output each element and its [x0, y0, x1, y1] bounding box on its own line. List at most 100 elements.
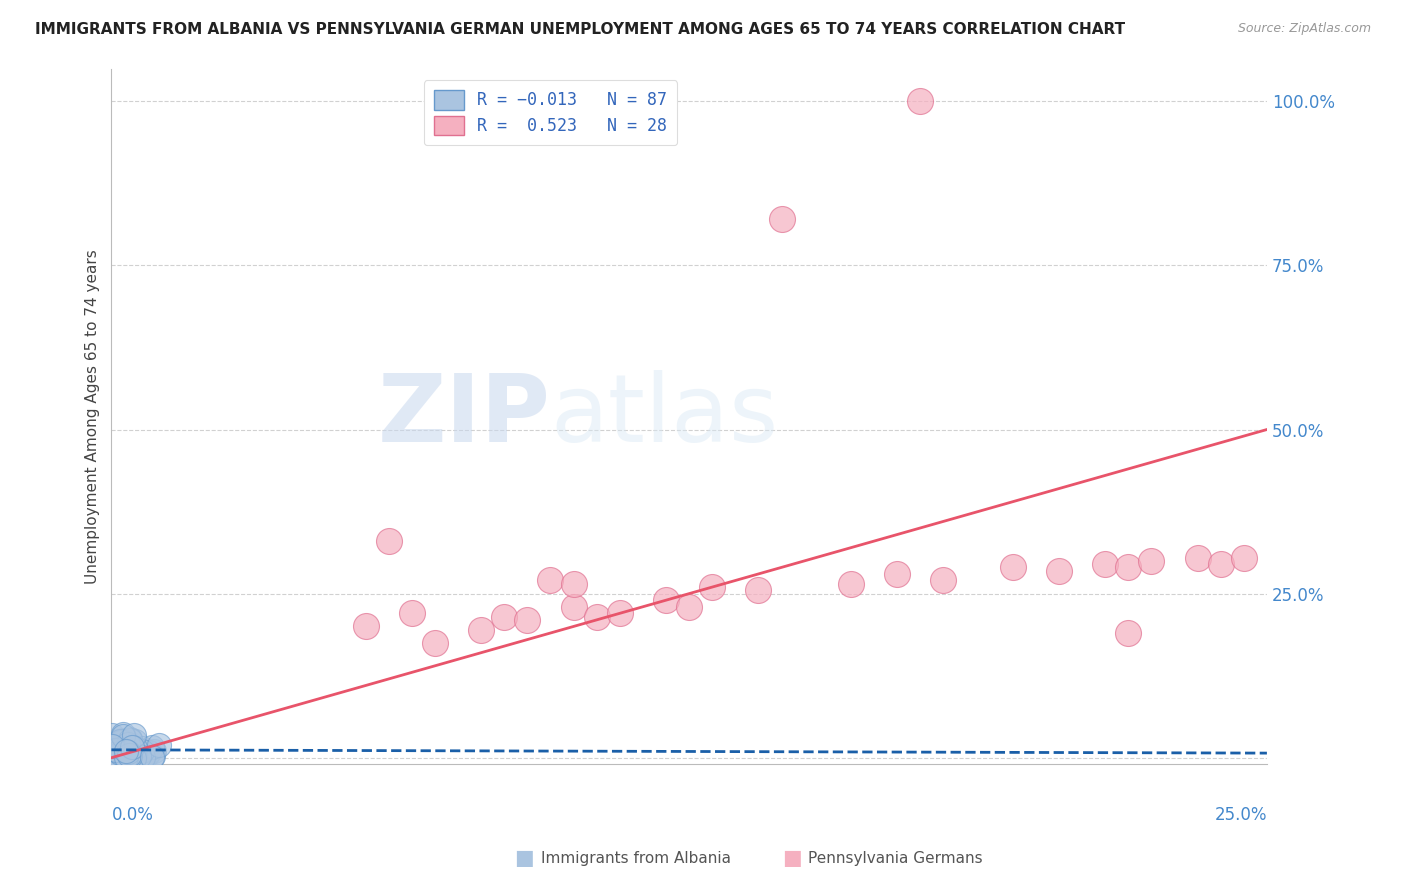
Point [1140, 554, 1163, 568]
Point [111, 733, 134, 747]
Point [110, 741, 132, 756]
Point [117, 743, 139, 757]
Point [107, 747, 129, 762]
Point [134, 747, 156, 762]
Text: IMMIGRANTS FROM ALBANIA VS PENNSYLVANIA GERMAN UNEMPLOYMENT AMONG AGES 65 TO 74 : IMMIGRANTS FROM ALBANIA VS PENNSYLVANIA … [35, 22, 1125, 37]
Point [120, 732, 142, 747]
Point [107, 741, 129, 756]
Point [111, 747, 134, 762]
Point [122, 747, 145, 761]
Point [107, 750, 129, 764]
Point [377, 534, 399, 549]
Point [135, 748, 157, 763]
Point [124, 741, 146, 756]
Point [134, 747, 156, 761]
Point [111, 729, 134, 743]
Point [110, 749, 132, 764]
Point [141, 749, 163, 764]
Point [839, 576, 862, 591]
Point [702, 580, 724, 594]
Point [562, 599, 585, 614]
Point [747, 583, 769, 598]
Text: ■: ■ [515, 848, 534, 868]
Point [105, 740, 128, 755]
Point [124, 733, 146, 747]
Point [112, 739, 135, 754]
Point [131, 741, 153, 756]
Point [122, 747, 145, 762]
Point [932, 574, 955, 588]
Point [111, 748, 134, 763]
Point [122, 750, 145, 764]
Point [118, 749, 141, 764]
Point [678, 599, 700, 614]
Point [1116, 560, 1139, 574]
Point [770, 212, 793, 227]
Point [103, 749, 125, 764]
Point [110, 746, 132, 760]
Point [107, 749, 129, 764]
Point [423, 636, 446, 650]
Point [111, 727, 134, 741]
Point [118, 747, 141, 762]
Point [141, 740, 163, 755]
Point [401, 607, 423, 621]
Point [132, 750, 155, 764]
Point [110, 733, 132, 747]
Text: atlas: atlas [551, 370, 779, 462]
Point [1116, 626, 1139, 640]
Text: 0.0%: 0.0% [111, 806, 153, 824]
Point [585, 609, 607, 624]
Point [115, 743, 138, 757]
Point [122, 747, 145, 761]
Point [110, 735, 132, 749]
Point [100, 750, 122, 764]
Point [115, 735, 138, 749]
Text: ZIP: ZIP [378, 370, 551, 462]
Point [107, 742, 129, 756]
Point [105, 743, 128, 757]
Point [117, 745, 139, 759]
Point [1094, 557, 1116, 571]
Point [118, 748, 141, 763]
Point [516, 613, 538, 627]
Point [114, 748, 136, 763]
Text: Pennsylvania Germans: Pennsylvania Germans [808, 851, 983, 865]
Point [117, 738, 139, 752]
Point [111, 747, 134, 762]
Point [1209, 557, 1232, 571]
Point [128, 748, 150, 763]
Text: ■: ■ [782, 848, 801, 868]
Point [114, 750, 136, 764]
Point [1001, 560, 1024, 574]
Point [354, 619, 377, 633]
Point [101, 742, 124, 756]
Point [117, 750, 139, 764]
Point [101, 739, 124, 753]
Point [104, 743, 127, 757]
Point [107, 745, 129, 759]
Point [120, 746, 142, 760]
Point [148, 738, 170, 752]
Point [110, 747, 132, 762]
Text: 25.0%: 25.0% [1215, 806, 1267, 824]
Point [142, 748, 165, 763]
Point [118, 746, 141, 760]
Point [117, 747, 139, 761]
Point [103, 747, 125, 761]
Point [124, 747, 146, 761]
Point [103, 747, 125, 761]
Point [120, 741, 142, 756]
Point [115, 749, 138, 764]
Point [494, 609, 516, 624]
Point [142, 744, 165, 758]
Point [121, 740, 143, 755]
Point [114, 749, 136, 764]
Point [1187, 550, 1209, 565]
Point [138, 745, 160, 759]
Point [112, 736, 135, 750]
Point [122, 728, 145, 742]
Point [107, 750, 129, 764]
Point [100, 728, 122, 742]
Point [562, 576, 585, 591]
